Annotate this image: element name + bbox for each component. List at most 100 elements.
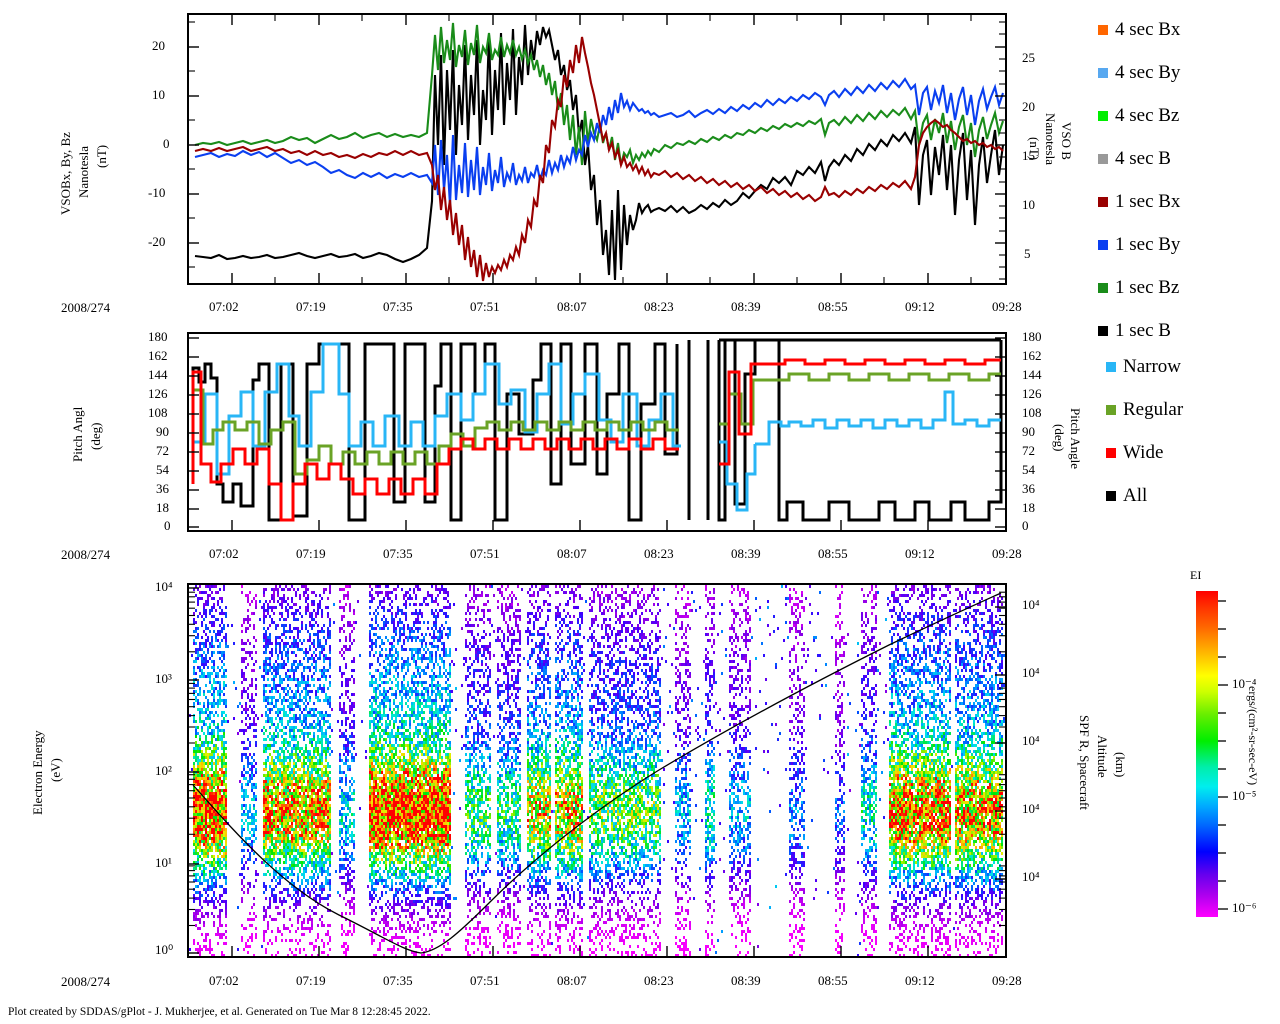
p2-xtick-1: 07:19 <box>296 546 326 561</box>
p2-y2tick-72: 72 <box>1022 443 1035 458</box>
legend-item-3[interactable]: 4 sec B <box>1098 149 1171 168</box>
p1-xtick-4: 08:07 <box>557 299 587 314</box>
legend-label-1-sec-bx: 1 sec Bx <box>1115 191 1181 212</box>
p2-ytick-180: 180 <box>148 329 168 344</box>
p3-xtick-7: 08:55 <box>818 973 848 988</box>
p2-y2tick-18: 18 <box>1022 500 1035 515</box>
legend-label-narrow: Narrow <box>1123 356 1182 377</box>
p3-ylabel-line1: Electron Energy <box>30 730 45 815</box>
p1-ytick-0: 0 <box>163 136 170 151</box>
p2-xtick-6: 08:39 <box>731 546 761 561</box>
p2-ytick-0: 0 <box>164 518 171 533</box>
p1-y2label-line3: (nT) <box>1027 137 1042 161</box>
p1-y2tick-25: 25 <box>1022 50 1035 65</box>
p3-ytick-1e4: 10⁴ <box>155 579 173 594</box>
p1-ytick-m10: -10 <box>148 185 166 200</box>
p3-xtick-0: 07:02 <box>209 973 239 988</box>
legend-label-all: All <box>1123 485 1148 506</box>
p1-y2tick-20: 20 <box>1022 99 1035 114</box>
p1-y2label-line2: Nanotesla <box>1043 113 1058 165</box>
legend-item-5[interactable]: 1 sec By <box>1098 235 1180 254</box>
colorbar-tick-1e-4: 10⁻⁴ <box>1232 676 1257 691</box>
p1-y2tick-15: 15 <box>1022 148 1035 163</box>
colorbar-tick-1e-5: 10⁻⁵ <box>1232 788 1257 803</box>
panel-magnetic-field <box>187 13 1007 285</box>
p3-ytick-1e2: 10² <box>155 763 172 778</box>
p1-xtick-6: 08:39 <box>731 299 761 314</box>
legend-swatch-regular <box>1106 404 1116 415</box>
p3-ytick-1e3: 10³ <box>155 671 172 686</box>
p2-ytick-126: 126 <box>148 386 168 401</box>
p1-y2label-line1: VSO B <box>1059 122 1074 160</box>
legend-item-1[interactable]: 4 sec By <box>1098 63 1180 82</box>
p2-y2tick-162: 162 <box>1022 348 1042 363</box>
legend-swatch-1-sec-bx <box>1098 196 1108 207</box>
legend-swatch-1-sec-by <box>1098 239 1108 250</box>
p1-ytick-10: 10 <box>152 87 165 102</box>
legend-label-4-sec-bz: 4 sec Bz <box>1115 105 1180 126</box>
legend: 4 sec Bx 4 sec By 4 sec Bz 4 sec B 1 sec… <box>1098 14 1268 524</box>
legend-item-6[interactable]: 1 sec Bz <box>1098 278 1179 297</box>
p1-ytick-20: 20 <box>152 38 165 53</box>
legend-item-4[interactable]: 1 sec Bx <box>1098 192 1180 211</box>
p1-xtick-2: 07:35 <box>383 299 413 314</box>
legend-item-8[interactable]: Narrow <box>1106 357 1181 376</box>
p2-xtick-5: 08:23 <box>644 546 674 561</box>
p2-xtick-2: 07:35 <box>383 546 413 561</box>
panel-pitch-angle <box>187 332 1007 532</box>
colorbar <box>1196 591 1218 917</box>
legend-label-1-sec-bz: 1 sec Bz <box>1115 277 1180 298</box>
p2-ytick-54: 54 <box>156 462 169 477</box>
p1-xtick-5: 08:23 <box>644 299 674 314</box>
legend-item-2[interactable]: 4 sec Bz <box>1098 106 1179 125</box>
p3-xtick-4: 08:07 <box>557 973 587 988</box>
p2-y2label-line1: Pitch Angle <box>1068 408 1083 470</box>
p1-xtick-1: 07:19 <box>296 299 326 314</box>
colorbar-unit-label: ergs/(cm²-sr-sec-eV) <box>1246 686 1260 786</box>
legend-swatch-1-sec-b <box>1098 325 1108 336</box>
p2-xtick-3: 07:51 <box>470 546 500 561</box>
p3-xtick-3: 07:51 <box>470 973 500 988</box>
legend-item-7[interactable]: 1 sec B <box>1098 321 1171 340</box>
legend-swatch-all <box>1106 490 1116 501</box>
p2-y2tick-108: 108 <box>1022 405 1042 420</box>
legend-swatch-1-sec-bz <box>1098 282 1108 293</box>
legend-item-9[interactable]: Regular <box>1106 400 1183 419</box>
p3-ytick-1e1: 10¹ <box>155 855 172 870</box>
legend-item-0[interactable]: 4 sec Bx <box>1098 20 1180 39</box>
legend-item-11[interactable]: All <box>1106 486 1147 505</box>
p3-ytick-1e0: 10⁰ <box>155 942 174 957</box>
p3-xtick-9: 09:28 <box>992 973 1022 988</box>
p2-y2tick-180: 180 <box>1022 329 1042 344</box>
p1-ylabel-line2: Nanotesla <box>76 146 91 198</box>
legend-item-10[interactable]: Wide <box>1106 443 1163 462</box>
legend-swatch-4-sec-b <box>1098 153 1108 164</box>
p1-xtick-9: 09:28 <box>992 299 1022 314</box>
p3-y2tick-4: 10⁴ <box>1022 869 1040 884</box>
electron-spectrogram-plot <box>189 585 1005 956</box>
p3-xtick-5: 08:23 <box>644 973 674 988</box>
p1-xtick-0: 07:02 <box>209 299 239 314</box>
legend-label-1-sec-b: 1 sec B <box>1115 320 1171 341</box>
p2-ytick-18: 18 <box>156 500 169 515</box>
legend-label-4-sec-by: 4 sec By <box>1115 62 1181 83</box>
p3-y2label-line2: Altitude <box>1095 735 1110 778</box>
p2-ytick-36: 36 <box>156 481 169 496</box>
legend-swatch-wide <box>1106 447 1116 458</box>
p2-y2tick-36: 36 <box>1022 481 1035 496</box>
p1-ylabel-line1: VSOBx, By, Bz <box>58 132 73 215</box>
legend-label-4-sec-bx: 4 sec Bx <box>1115 19 1181 40</box>
legend-swatch-4-sec-bz <box>1098 110 1108 121</box>
p1-xtick-7: 08:55 <box>818 299 848 314</box>
colorbar-title: EI <box>1190 568 1202 582</box>
spacecraft-altitude-curve <box>192 592 1002 954</box>
p3-xtick-1: 07:19 <box>296 973 326 988</box>
p3-date-label: 2008/274 <box>61 974 111 989</box>
legend-swatch-4-sec-bx <box>1098 24 1108 35</box>
colorbar-gradient <box>1196 591 1218 917</box>
p2-ylabel-line2: (deg) <box>88 422 103 450</box>
p2-ytick-162: 162 <box>148 348 168 363</box>
p2-ytick-90: 90 <box>156 424 169 439</box>
p2-y2tick-126: 126 <box>1022 386 1042 401</box>
legend-swatch-4-sec-by <box>1098 67 1108 78</box>
